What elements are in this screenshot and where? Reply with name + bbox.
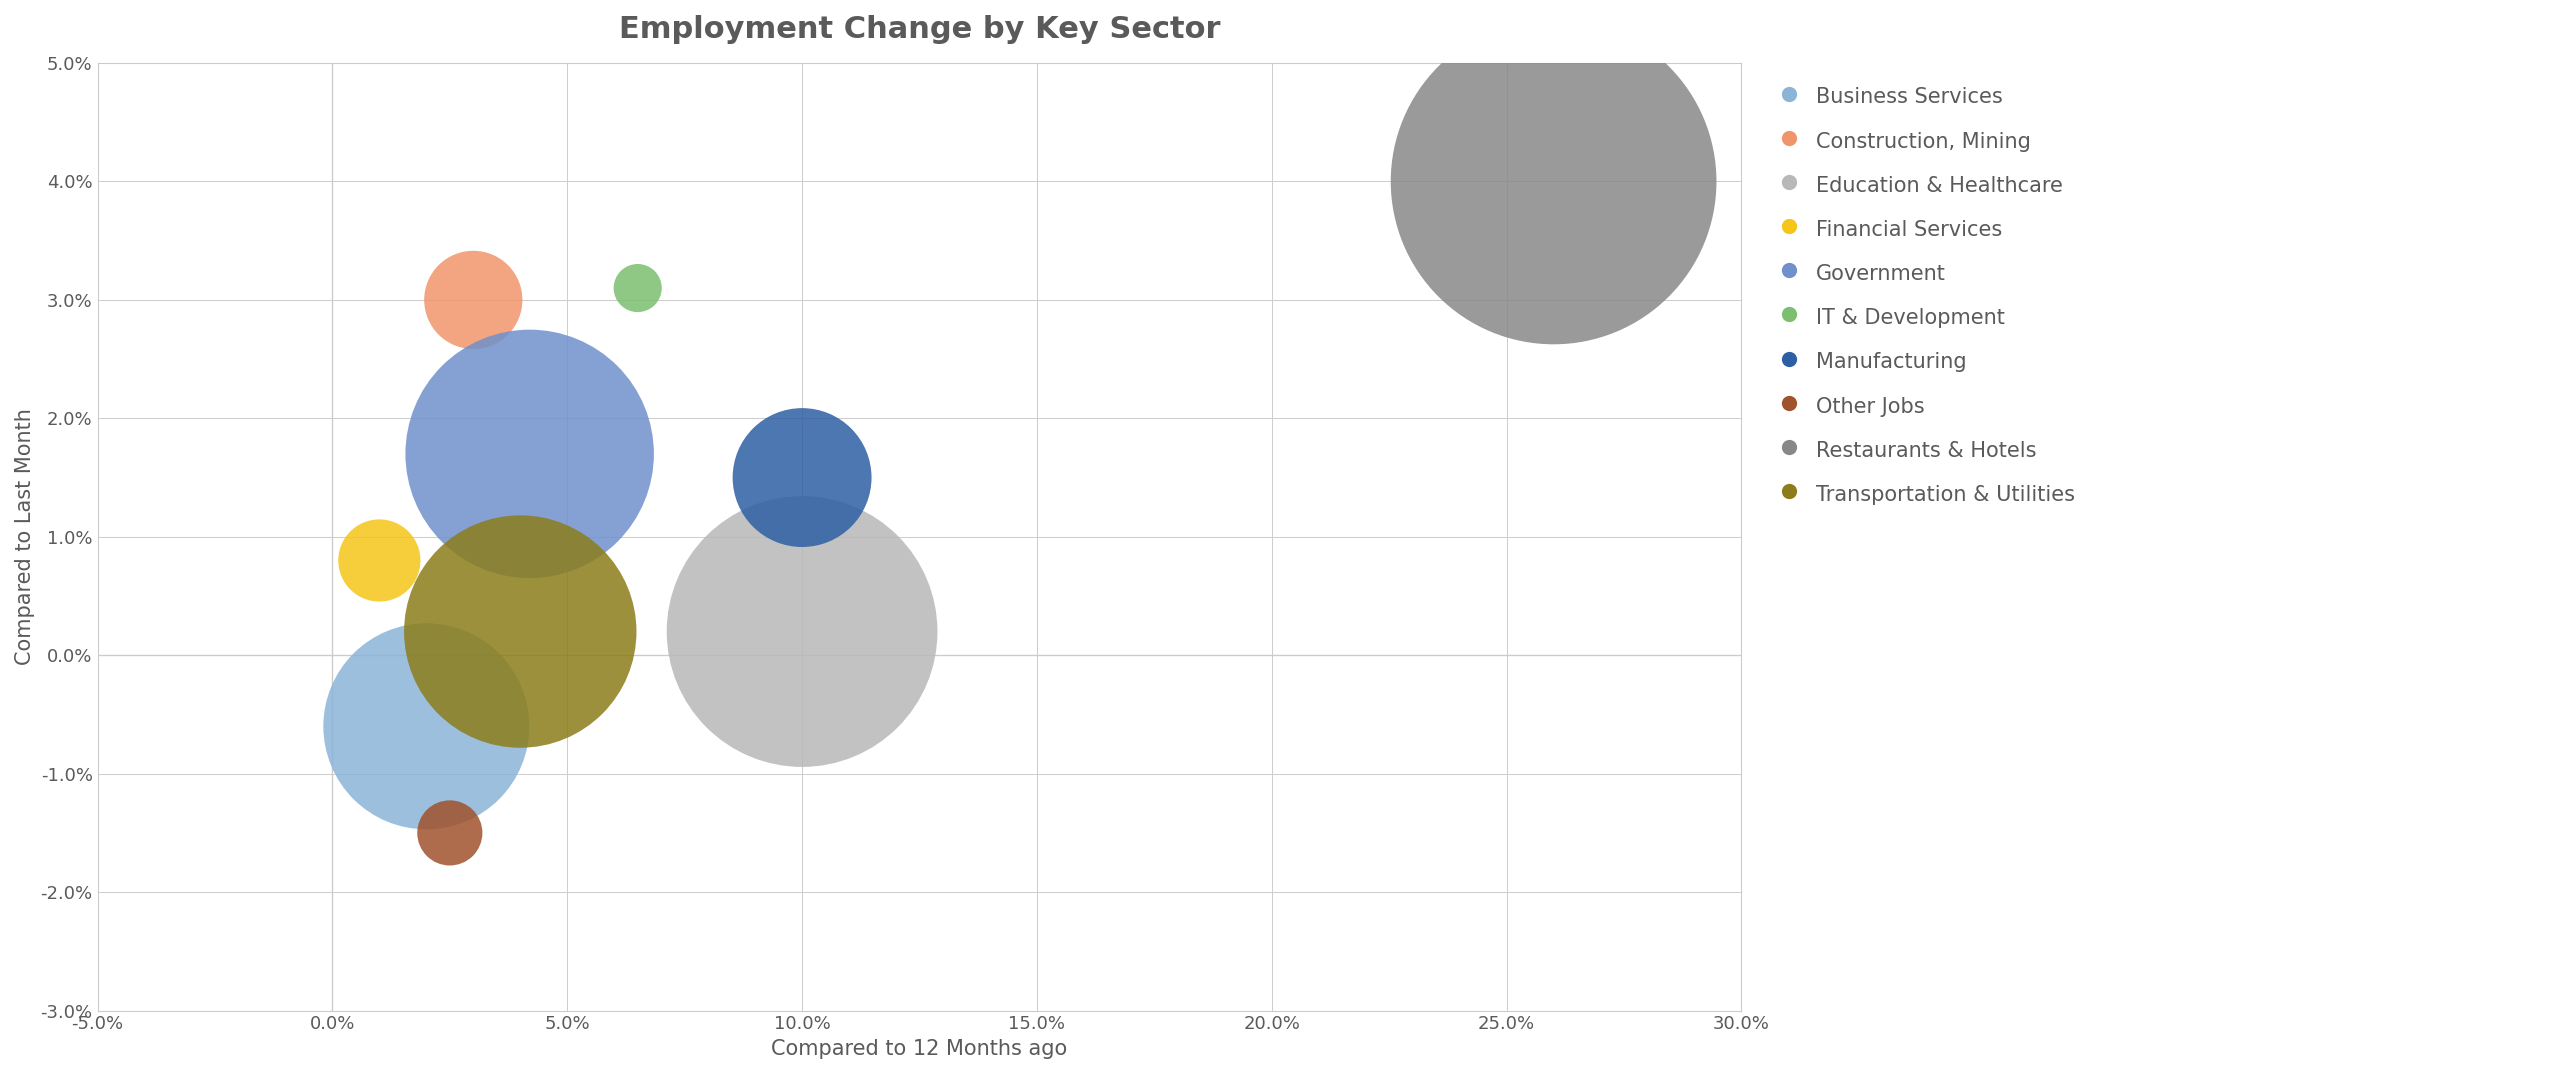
Point — [452, 291, 493, 308]
X-axis label: Compared to 12 Months ago: Compared to 12 Months ago — [772, 1039, 1067, 1059]
Point — [618, 279, 659, 296]
Y-axis label: Compared to Last Month: Compared to Last Month — [15, 408, 36, 665]
Point — [783, 469, 824, 487]
Point — [405, 717, 446, 735]
Point — [1532, 173, 1573, 190]
Title: Employment Change by Key Sector: Employment Change by Key Sector — [618, 15, 1221, 44]
Point — [359, 552, 400, 569]
Point — [508, 446, 549, 463]
Legend: Business Services, Construction, Mining, Education & Healthcare, Financial Servi: Business Services, Construction, Mining,… — [1768, 73, 2086, 518]
Point — [429, 825, 470, 842]
Point — [500, 623, 541, 640]
Point — [783, 623, 824, 640]
